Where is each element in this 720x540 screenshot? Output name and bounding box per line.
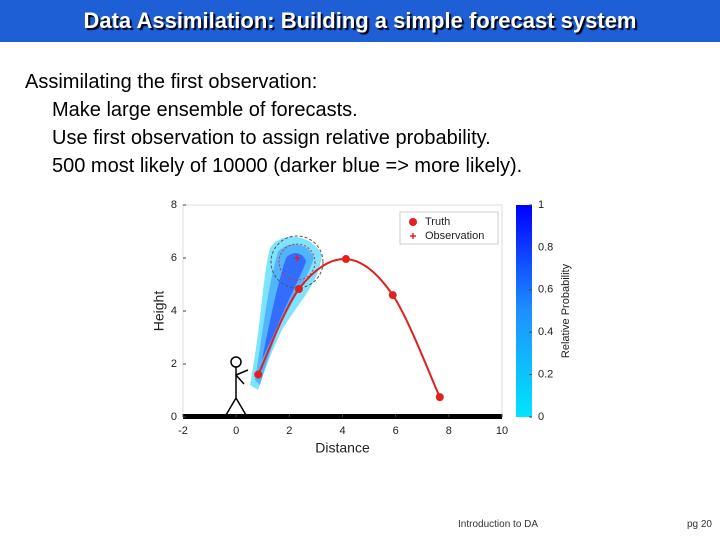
colorbar-tick-label: 0.4	[538, 326, 553, 338]
y-tick-label: 6	[171, 252, 177, 264]
obs-error-circle	[278, 243, 316, 281]
point	[341, 255, 350, 264]
ensemble-core	[262, 253, 306, 360]
colorbar-tick-label: 1	[538, 199, 544, 211]
colorbar-tick-label: 0.2	[538, 369, 553, 381]
footer: Introduction to DA	[458, 519, 539, 530]
colorbar-tick-label: 0.8	[538, 241, 553, 253]
legend-marker	[410, 233, 416, 239]
y-tick-label: 0	[171, 411, 177, 423]
y-tick-label: 8	[171, 199, 177, 211]
slide-body: Assimilating the first observation: Make…	[25, 68, 522, 180]
colorbar-label: Relative Probability	[560, 263, 572, 358]
x-tick-label: 0	[233, 425, 239, 437]
colorbar	[516, 205, 532, 417]
x-tick-label: 2	[286, 425, 292, 437]
point	[388, 291, 397, 300]
y-tick-label: 4	[171, 305, 177, 317]
stick-figure	[225, 356, 249, 416]
y-axis-label: Height	[151, 291, 167, 332]
point	[254, 370, 263, 379]
text-line: Assimilating the first observation:	[25, 71, 318, 93]
colorbar-tick-label: 0	[538, 411, 544, 423]
x-tick-label: 10	[496, 425, 508, 437]
legend-marker	[409, 218, 417, 226]
text-line: Make large ensemble of forecasts.	[52, 99, 358, 121]
slide-title: Data Assimilation: Building a simple for…	[0, 0, 720, 42]
x-tick-label: 4	[339, 425, 345, 437]
point	[294, 285, 303, 294]
x-tick-label: -2	[178, 425, 188, 437]
y-tick-label: 2	[171, 358, 177, 370]
x-axis-label: Distance	[315, 440, 370, 456]
colorbar-tick-label: 0.6	[538, 284, 553, 296]
legend-label: Observation	[425, 230, 484, 242]
text-line: Use first observation to assign relative…	[52, 127, 491, 149]
x-tick-label: 6	[393, 425, 399, 437]
page-number: pg 20	[686, 519, 712, 530]
figure-body	[225, 367, 249, 416]
x-tick-label: 8	[446, 425, 452, 437]
point	[435, 393, 444, 402]
point	[294, 255, 301, 261]
figure-head	[230, 356, 242, 368]
text-line: 500 most likely of 10000 (darker blue =>…	[52, 155, 523, 177]
legend	[399, 211, 499, 245]
legend-label: Truth	[425, 216, 450, 228]
